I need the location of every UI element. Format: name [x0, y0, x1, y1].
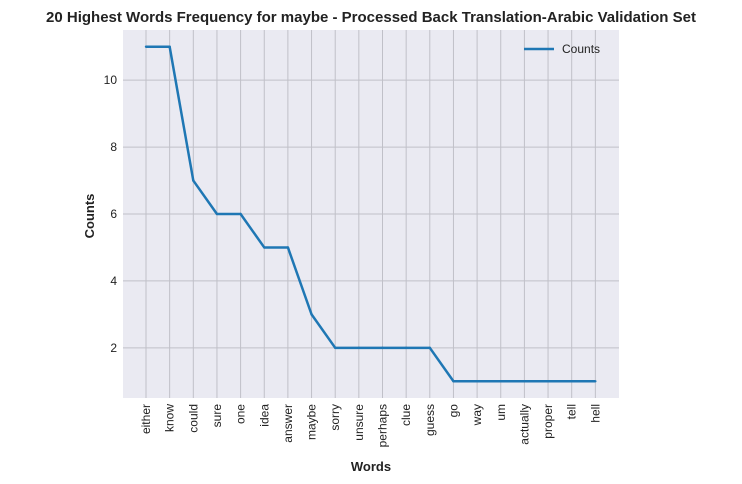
y-tick-label: 10 [104, 73, 118, 87]
y-ticks: 2 4 6 8 10 [104, 73, 118, 355]
x-tick-label: clue [399, 404, 413, 426]
data-point-guess [428, 346, 431, 350]
x-tick-label: um [494, 404, 508, 421]
data-point-either [144, 45, 148, 48]
y-tick-label: 4 [110, 274, 117, 288]
data-point-hell [594, 380, 597, 383]
x-tick-label: actually [517, 404, 531, 445]
x-tick-label: way [470, 404, 484, 426]
data-point-unsure [357, 346, 361, 350]
x-ticks: either know could sure one idea answer maybe sor… [139, 404, 602, 448]
legend-label: Counts [562, 42, 600, 56]
data-point-actually [523, 380, 526, 383]
data-point-way [475, 380, 479, 383]
x-tick-label: either [139, 404, 153, 434]
x-tick-label: guess [423, 404, 437, 436]
data-point-know [168, 45, 171, 48]
x-tick-label: tell [565, 404, 579, 419]
x-tick-label: go [446, 404, 460, 418]
data-point-answer [286, 246, 290, 249]
x-tick-label: one [234, 404, 248, 424]
x-tick-label: could [186, 404, 200, 433]
data-point-one [239, 212, 242, 216]
data-point-could [192, 179, 195, 182]
y-tick-label: 6 [110, 207, 117, 221]
x-tick-label: answer [281, 404, 295, 443]
data-point-go [452, 380, 455, 383]
x-tick-label: sorry [328, 404, 342, 431]
data-point-clue [404, 346, 408, 350]
data-point-sorry [334, 346, 337, 350]
x-tick-label: know [163, 404, 177, 432]
chart-title: 20 Highest Words Frequency for maybe - P… [46, 9, 696, 26]
data-point-sure [215, 212, 219, 216]
data-point-perhaps [381, 346, 384, 350]
legend: Counts [524, 42, 600, 56]
x-tick-label: sure [210, 404, 224, 428]
series-line-counts [146, 45, 596, 383]
y-tick-label: 8 [110, 140, 117, 154]
x-tick-label: perhaps [376, 404, 390, 447]
data-point-idea [263, 246, 266, 249]
x-tick-label: unsure [352, 404, 366, 441]
x-tick-label: idea [257, 404, 271, 427]
data-point-tell [570, 380, 573, 383]
y-axis-label: Counts [82, 194, 97, 239]
data-point-maybe [310, 313, 313, 316]
x-tick-label: maybe [305, 404, 319, 440]
data-point-proper [546, 380, 550, 383]
data-points [144, 45, 597, 383]
x-axis-label: Words [351, 459, 391, 474]
x-tick-label: hell [588, 404, 602, 423]
y-tick-label: 2 [110, 341, 117, 355]
data-point-um [499, 380, 502, 383]
x-tick-label: proper [541, 404, 555, 439]
